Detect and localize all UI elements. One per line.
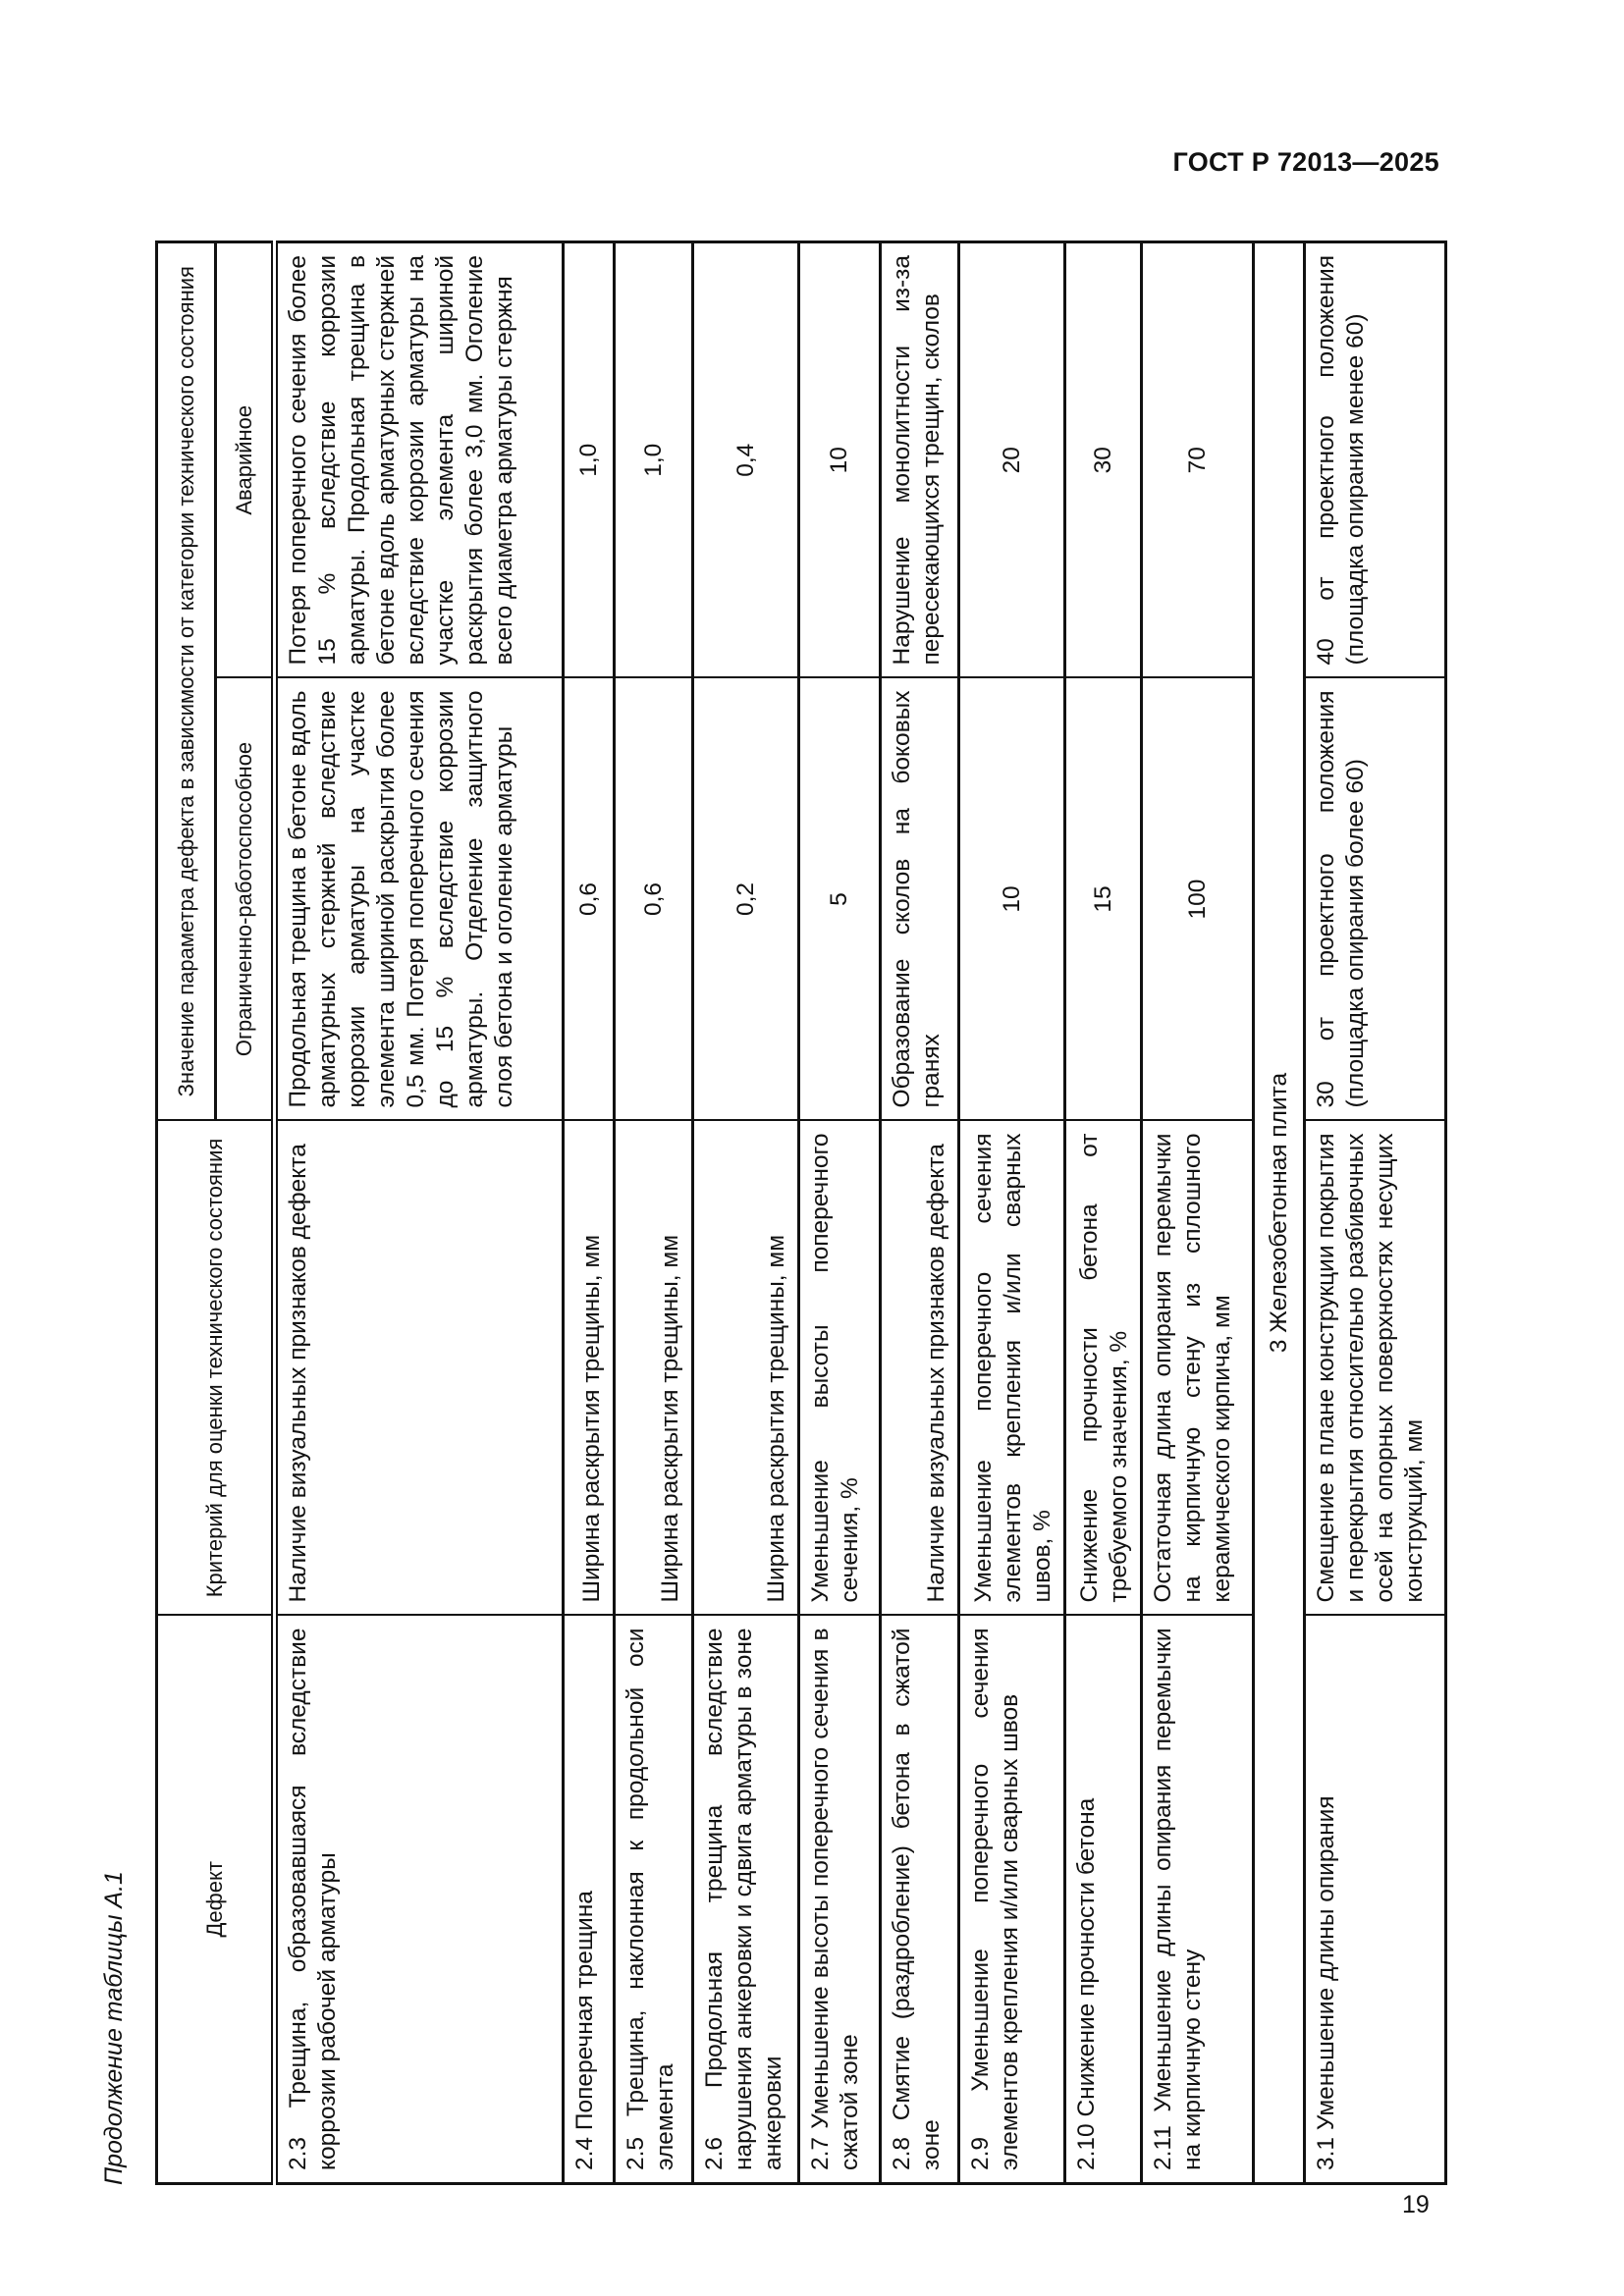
cell-emergency: 20	[958, 241, 1065, 678]
cell-criterion: Ширина раскрытия трещины, мм	[692, 1120, 799, 1616]
table-row: 2.7 Уменьшение высоты поперечного сечени…	[798, 241, 881, 2184]
cell-limited: 100	[1141, 677, 1254, 1121]
cell-defect: 2.6 Продольная трещина вследствие наруше…	[692, 1615, 799, 2184]
cell-defect: 2.10 Снижение прочности бетона	[1064, 1615, 1142, 2184]
header-criterion: Критерий для оценки технического состоян…	[156, 1120, 275, 1616]
cell-emergency: Нарушение монолитности из-за пересекающи…	[880, 241, 959, 678]
cell-criterion: Наличие визуальных признаков дефекта	[880, 1120, 959, 1616]
header-defect: Дефект	[156, 1615, 275, 2184]
table-row: 2.4 Поперечная трещина Ширина раскрытия т…	[563, 241, 615, 2184]
cell-emergency: 40 от проектного положения (площадка опи…	[1304, 241, 1446, 678]
header-value-group: Значение параметра дефекта в зависимости…	[156, 241, 216, 1121]
cell-limited: 0,6	[614, 677, 693, 1121]
cell-defect: 2.7 Уменьшение высоты поперечного сечени…	[798, 1615, 881, 2184]
table-row: 2.11 Уменьшение длины опирания перемычки…	[1141, 241, 1254, 2184]
cell-defect: 3.1 Уменьшение длины опирания	[1304, 1615, 1446, 2184]
table-row: 2.9 Уменьшение поперечного сечения элеме…	[958, 241, 1065, 2184]
defects-table: Дефект Критерий для оценки технического …	[155, 240, 1447, 2185]
table-continuation-caption: Продолжение таблицы А.1	[100, 1871, 128, 2185]
cell-criterion: Смещение в плане конструкции покрытия и …	[1304, 1120, 1446, 1616]
document-code: ГОСТ Р 72013—2025	[1172, 147, 1439, 177]
cell-emergency: 10	[798, 241, 881, 678]
table-row: 2.8 Смятие (раздробление) бетона в сжато…	[880, 241, 959, 2184]
cell-criterion: Уменьшение поперечного сечения элементов…	[958, 1120, 1065, 1616]
table-row: 2.10 Снижение прочности бетона Снижение п…	[1064, 241, 1142, 2184]
cell-defect: 2.11 Уменьшение длины опирания перемычки…	[1141, 1615, 1254, 2184]
cell-limited: 30 от проектного положения (площадка опи…	[1304, 677, 1446, 1121]
cell-limited: Продольная трещина в бетоне вдоль армату…	[274, 677, 564, 1121]
cell-limited: 10	[958, 677, 1065, 1121]
page-number: 19	[1402, 2191, 1430, 2218]
cell-criterion: Остаточная длина опирания перемычки на к…	[1141, 1120, 1254, 1616]
section-row: 3 Железобетонная плита	[1253, 241, 1305, 2184]
table-row: 2.5 Трещина, наклонная к продольной оси …	[614, 241, 693, 2184]
cell-criterion: Уменьшение высоты поперечного сечения, %	[798, 1120, 881, 1616]
header-emergency: Аварийное	[215, 241, 275, 678]
cell-criterion: Ширина раскрытия трещины, мм	[563, 1120, 615, 1616]
table-body: 2.3 Трещина, образовавшаяся вследствие к…	[274, 241, 1446, 2184]
cell-defect: 2.9 Уменьшение поперечного сечения элеме…	[958, 1615, 1065, 2184]
cell-limited: 0,2	[692, 677, 799, 1121]
cell-limited: 15	[1064, 677, 1142, 1121]
cell-defect: 2.5 Трещина, наклонная к продольной оси …	[614, 1615, 693, 2184]
cell-criterion: Ширина раскрытия трещины, мм	[614, 1120, 693, 1616]
table-row: 3.1 Уменьшение длины опирания Смещение в …	[1304, 241, 1446, 2184]
cell-limited: 0,6	[563, 677, 615, 1121]
cell-limited: 5	[798, 677, 881, 1121]
section-title: 3 Железобетонная плита	[1253, 241, 1305, 2184]
header-limited: Ограниченно-работоспособное	[215, 677, 275, 1121]
rotated-table-container: Продолжение таблицы А.1 Дефект Критерий …	[100, 240, 1447, 2185]
cell-limited: Образование сколов на боковых гранях	[880, 677, 959, 1121]
cell-emergency: 70	[1141, 241, 1254, 678]
cell-defect: 2.3 Трещина, образовавшаяся вследствие к…	[274, 1615, 564, 2184]
cell-emergency: Потеря поперечного сечения более 15 % вс…	[274, 241, 564, 678]
cell-emergency: 30	[1064, 241, 1142, 678]
cell-emergency: 1,0	[614, 241, 693, 678]
cell-criterion: Снижение прочности бетона от требуемого …	[1064, 1120, 1142, 1616]
cell-defect: 2.4 Поперечная трещина	[563, 1615, 615, 2184]
table-row: 2.6 Продольная трещина вследствие наруше…	[692, 241, 799, 2184]
cell-criterion: Наличие визуальных признаков дефекта	[274, 1120, 564, 1616]
cell-emergency: 0,4	[692, 241, 799, 678]
cell-defect: 2.8 Смятие (раздробление) бетона в сжато…	[880, 1615, 959, 2184]
cell-emergency: 1,0	[563, 241, 615, 678]
header-row: Дефект Критерий для оценки технического …	[156, 241, 275, 2184]
table-row: 2.3 Трещина, образовавшаяся вследствие к…	[274, 241, 564, 2184]
